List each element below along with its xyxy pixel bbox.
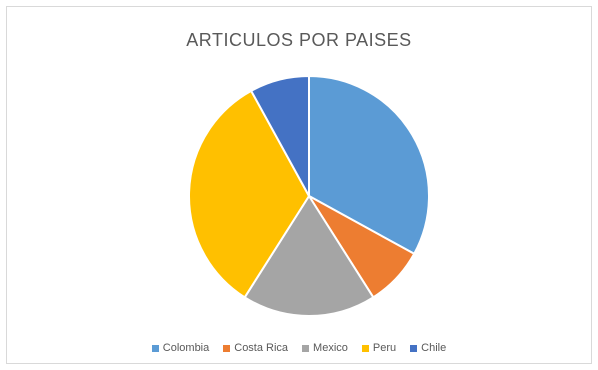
legend-label: Chile [421,342,447,354]
legend-swatch [223,344,231,352]
legend-item-costa-rica: Costa Rica [223,342,288,354]
legend-item-mexico: Mexico [302,342,348,354]
chart-legend: Colombia Costa Rica Mexico Peru Chile [0,342,598,354]
legend-item-colombia: Colombia [151,342,210,354]
pie-slice-colombia [308,74,430,256]
legend-label: Colombia [162,342,210,354]
pie-slice-chile [249,74,310,197]
legend-label: Mexico [313,342,348,354]
pie-slice-mexico [243,194,375,317]
legend-swatch [410,344,418,352]
chart-title: ARTICULOS POR PAISES [186,30,412,50]
legend-swatch [361,344,369,352]
legend-label: Costa Rica [234,342,289,354]
legend-item-peru: Peru [361,342,397,354]
legend-swatch [302,344,310,352]
legend-item-chile: Chile [410,342,446,354]
legend-label: Peru [372,342,397,354]
legend-swatch [151,344,159,352]
